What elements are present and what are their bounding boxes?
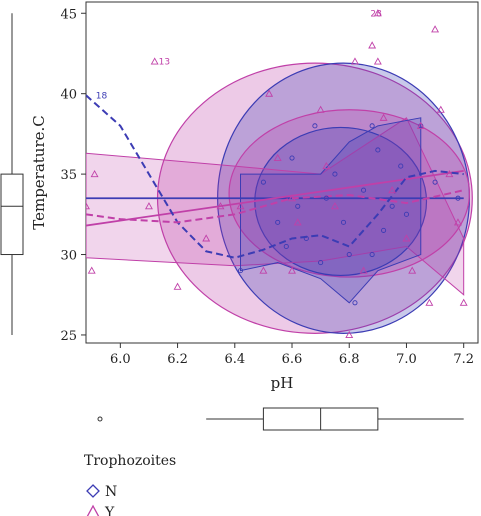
x-tick-label-2: 6.4 [224, 352, 245, 367]
x-axis-title: pH [271, 374, 294, 392]
point-y-19 [373, 57, 382, 65]
point-y-27 [431, 25, 440, 33]
point-y-6 [216, 202, 225, 210]
point-y-18 [368, 41, 377, 49]
x-tick-label-6: 7.2 [453, 352, 474, 367]
point-n-12 [346, 251, 352, 258]
point-y-15 [330, 202, 339, 210]
point-n-0 [237, 268, 244, 274]
point-n-19 [398, 163, 404, 169]
y-tick-label-2: 35 [60, 168, 77, 183]
point-n-24 [369, 251, 375, 258]
point-y-31 [459, 298, 468, 306]
point-label-1: 13 [159, 58, 170, 68]
point-y-1 [87, 266, 96, 274]
legend-symbol-y [86, 504, 100, 516]
band-n-1 [240, 117, 422, 304]
y-axis-title: Temperature.C [30, 115, 48, 230]
point-n-2 [275, 219, 281, 225]
x-axis-boxplot [97, 407, 464, 431]
point-y-34 [288, 194, 296, 202]
point-y-4 [173, 282, 182, 290]
point-n-15 [369, 123, 375, 129]
point-y-29 [445, 169, 454, 178]
legend-label-n: N [105, 484, 117, 500]
point-n-20 [403, 211, 410, 217]
x-tick-label-4: 6.8 [339, 352, 360, 367]
point-label-2: 28 [370, 9, 382, 19]
fit-line-smooth-y [86, 189, 464, 224]
point-y-3 [144, 202, 153, 210]
fit-line-smooth-n [86, 94, 464, 259]
legend: Trophozoites NY [84, 453, 176, 516]
point-y-23 [402, 234, 411, 242]
point-y-33 [359, 266, 368, 274]
point-y-8 [259, 266, 268, 274]
x-boxplot-outlier-0 [97, 416, 103, 422]
point-y-0 [86, 202, 90, 210]
point-n-14 [360, 187, 367, 193]
y-axis-ticks: 25 30 35 40 45 [60, 7, 86, 344]
point-y-32 [150, 57, 159, 65]
fit-line-linear-y [86, 170, 464, 227]
point-label-0: 18 [96, 91, 108, 101]
point-y-5 [202, 234, 211, 242]
point-n-23 [455, 195, 461, 201]
point-n-8 [318, 260, 324, 266]
point-y-9 [265, 89, 274, 97]
y-axis-boxplot [0, 13, 24, 335]
point-y-30 [454, 218, 462, 226]
point-n-11 [340, 219, 347, 225]
point-n-13 [352, 300, 358, 306]
point-n-5 [295, 203, 301, 209]
point-y-21 [379, 113, 388, 121]
plot-layer: 18 13 28 [86, 9, 473, 338]
point-y-16 [345, 330, 354, 338]
point-y-17 [350, 57, 359, 65]
x-tick-label-5: 7.0 [396, 352, 417, 367]
x-tick-label-1: 6.2 [167, 352, 188, 367]
point-y-20 [373, 9, 382, 17]
ellipse-y-2 [228, 109, 471, 278]
band-y-0 [86, 117, 465, 296]
point-y-2 [90, 169, 99, 178]
point-y-12 [293, 218, 302, 226]
point-y-26 [425, 298, 434, 306]
point-y-25 [416, 121, 425, 129]
point-y-24 [408, 266, 417, 274]
point-y-22 [388, 186, 397, 194]
y-tick-label-0: 25 [60, 329, 77, 344]
x-tick-label-0: 6.0 [110, 352, 131, 367]
point-n-22 [432, 179, 438, 185]
point-n-18 [389, 203, 395, 209]
point-n-10 [332, 171, 338, 177]
plot-area [85, 1, 479, 344]
point-y-7 [236, 202, 245, 210]
point-y-10 [273, 153, 282, 162]
point-y-14 [322, 161, 331, 170]
legend-label-y: Y [104, 505, 115, 516]
point-n-4 [289, 155, 295, 161]
y-boxplot-box [0, 173, 24, 256]
x-tick-label-3: 6.6 [282, 352, 303, 367]
point-y-13 [316, 105, 325, 113]
point-n-9 [323, 195, 329, 201]
legend-title: Trophozoites [84, 453, 176, 469]
point-n-6 [303, 235, 309, 241]
point-n-1 [260, 179, 266, 185]
y-tick-label-4: 45 [60, 7, 77, 22]
point-y-11 [288, 266, 296, 274]
legend-symbol-n [86, 484, 100, 498]
point-y-28 [436, 105, 445, 113]
point-n-16 [375, 147, 381, 153]
point-n-17 [381, 227, 387, 233]
y-tick-label-3: 40 [60, 88, 77, 103]
x-axis-ticks: 6.0 6.2 6.4 6.6 6.8 7.0 7.2 [110, 343, 474, 367]
point-n-7 [312, 123, 318, 129]
point-n-3 [283, 243, 289, 250]
y-tick-label-1: 30 [60, 249, 77, 264]
